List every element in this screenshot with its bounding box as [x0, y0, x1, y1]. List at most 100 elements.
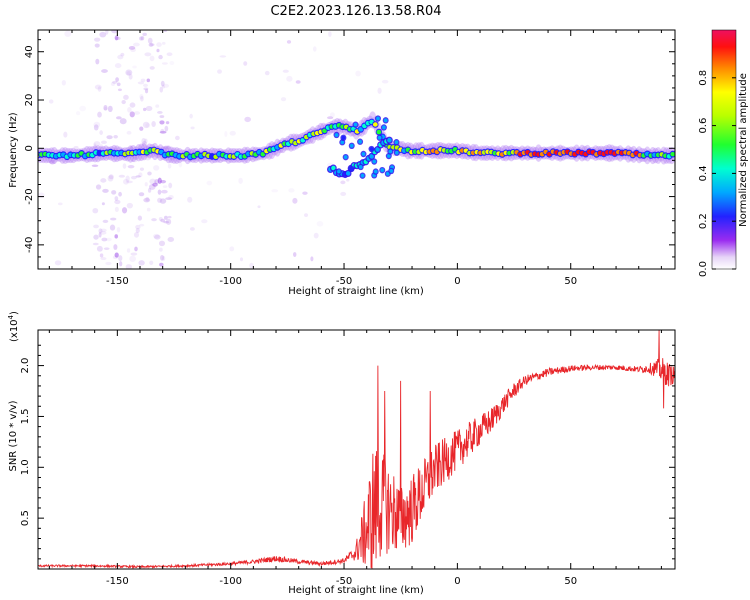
spectrogram-noise-cell — [114, 63, 122, 69]
spectrogram-noise-cell — [224, 130, 228, 138]
spectrogram-noise-cell — [118, 255, 123, 262]
spectrogram-noise-cell — [167, 236, 175, 242]
snr-series-line — [38, 330, 675, 569]
spectrogram-noise-cell — [111, 30, 118, 34]
spectrogram-noise-cell — [153, 165, 160, 171]
spectrogram-noise-cell — [313, 232, 319, 239]
spectrogram-noise-cell — [98, 232, 102, 238]
spectrogram-branch-cell — [375, 147, 380, 152]
spectrogram-noise-cell — [160, 128, 165, 134]
spectrogram-noise-cell — [49, 159, 56, 165]
spectrogram-noise-cell — [161, 41, 166, 45]
spectrogram-noise-cell — [154, 234, 161, 240]
spectrogram-noise-cell — [141, 137, 146, 145]
spectrogram-noise-cell — [165, 197, 173, 201]
spectrogram-noise-cell — [280, 97, 287, 102]
snr-ytick-label: 1.0 — [20, 459, 31, 475]
spectrogram-noise-cell — [316, 221, 324, 227]
spectrogram-noise-cell — [64, 30, 72, 37]
spectrogram-noise-cell — [292, 197, 298, 204]
spectrogram-noise-cell — [189, 113, 193, 119]
spectrogram-noise-cell — [159, 262, 164, 267]
spectrogram-noise-cell — [157, 111, 163, 114]
spectrogram-ridge-cell — [372, 122, 378, 127]
spectrogram-noise-cell — [128, 46, 136, 50]
spectrogram-noise-cell — [165, 121, 170, 125]
spectrogram-noise-cell — [288, 188, 295, 193]
spectrogram-noise-cell — [79, 105, 87, 112]
spectrogram-noise-cell — [146, 78, 151, 83]
spectrogram-noise-cell — [151, 218, 157, 222]
spectrogram-noise-cell — [126, 130, 132, 135]
spectrogram-noise-cell — [302, 191, 308, 195]
spectrogram-noise-cell — [381, 79, 389, 84]
spectrogram-noise-cell — [153, 233, 160, 239]
spectrogram-blob-cell — [373, 169, 378, 174]
snr-xtick-label: -50 — [336, 576, 352, 587]
spectrogram-noise-cell — [229, 246, 235, 252]
snr-x-label: Height of straight line (km) — [288, 585, 424, 596]
spectrogram-blob-cell — [358, 139, 362, 144]
spectrogram-blob-cell — [340, 140, 345, 145]
spectrogram-noise-cell — [117, 88, 122, 92]
snr-xtick-label: -100 — [219, 576, 242, 587]
spectrogram-noise-cell — [103, 247, 110, 251]
spectrogram-panel: -150 -100 -50 0 50 -40 -20 0 20 40 Height of str… — [8, 29, 676, 297]
spectrogram-noise-cell — [219, 55, 227, 58]
spectrogram-noise-cell — [282, 69, 289, 73]
spectrogram-noise-cell — [118, 174, 126, 178]
spectrogram-noise-cell — [96, 245, 103, 252]
spectrogram-noise-cell — [110, 217, 117, 221]
spectrogram-noise-cell — [38, 192, 45, 199]
spectrogram-noise-cell — [61, 79, 66, 86]
spectrogram-noise-cell — [109, 224, 116, 231]
spectrogram-blob-cell — [341, 135, 346, 140]
spectrogram-noise-cell — [92, 208, 99, 214]
spectrogram-noise-cell — [159, 120, 165, 125]
spectrogram-noise-cell — [217, 69, 222, 74]
spectrogram-blob-cell — [380, 168, 385, 173]
spectrogram-noise-cell — [175, 135, 180, 141]
snr-y-label: SNR (10 * v/v) — [8, 400, 19, 471]
spectrogram-noise-cell — [139, 167, 144, 171]
spectrogram-noise-cell — [126, 248, 131, 253]
spectrogram-noise-cell — [129, 255, 136, 262]
spectrogram-noise-cell — [159, 198, 167, 204]
spectrogram-noise-cell — [159, 115, 165, 118]
spectrogram-noise-cell — [142, 141, 147, 147]
spectrogram-noise-cell — [93, 124, 99, 131]
spectrogram-noise-cell — [162, 145, 170, 150]
spectrogram-noise-cell — [167, 215, 172, 219]
spectrogram-noise-cell — [147, 171, 152, 176]
spectrogram-blob-cell — [394, 140, 399, 145]
spectrogram-noise-cell — [163, 215, 168, 220]
spectrogram-blob-cell — [377, 135, 382, 140]
spectrogram-noise-cell — [63, 131, 68, 138]
spectrogram-blob-cell — [395, 150, 399, 155]
spectrogram-noise-cell — [54, 260, 62, 266]
spectrogram-noise-cell — [135, 228, 140, 234]
snr-panel: -150 -100 -50 0 50 0.5 1.0 1.5 2.0 Height of st… — [7, 311, 676, 596]
spectrogram-noise-cell — [163, 30, 168, 33]
spectrogram-noise-cell — [103, 107, 108, 111]
snr-x-axis: -150 -100 -50 0 50 — [48, 330, 662, 587]
snr-xtick-label: -150 — [106, 576, 129, 587]
spectrogram-noise-cell — [165, 218, 172, 225]
spectrogram-noise-cell — [146, 207, 151, 212]
spectrogram-noise-cell — [178, 161, 183, 168]
spectrogram-noise-cell — [108, 174, 114, 180]
spectrogram-blob-cell — [383, 118, 388, 123]
spectrogram-noise-cell — [138, 260, 145, 266]
spectrogram-noise-cell — [147, 187, 152, 193]
spectrogram-noise-cell — [340, 191, 347, 196]
spectrogram-noise-cell — [134, 246, 138, 252]
spectrogram-noise-cell — [149, 260, 154, 266]
spectrogram-noise-cell — [114, 196, 119, 201]
snr-frame — [37, 329, 676, 570]
spectrogram-noise-cell — [346, 178, 350, 182]
spectrogram-blob-cell — [372, 159, 377, 164]
spectrogram-noise-cell — [149, 66, 155, 70]
spectrogram-noise-cell — [105, 237, 112, 242]
spectrogram-noise-cell — [107, 105, 113, 113]
spectrogram-noise-cell — [92, 242, 99, 246]
